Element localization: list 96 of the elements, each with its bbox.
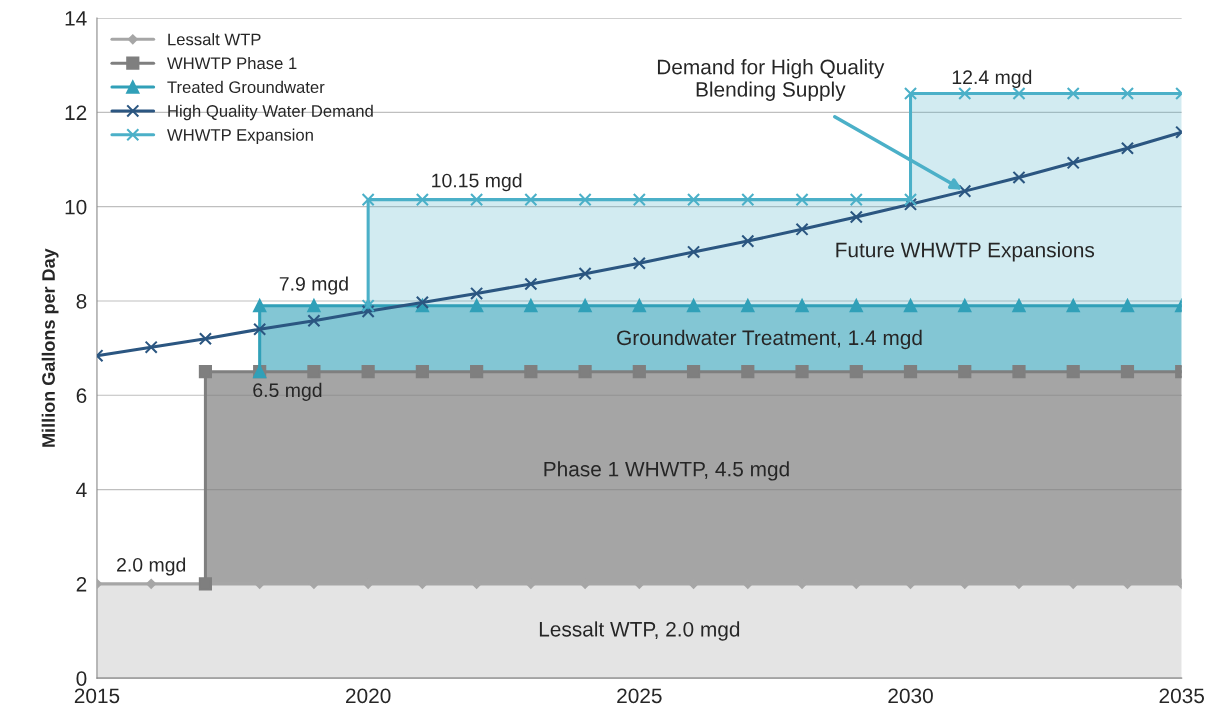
point [361, 365, 375, 379]
point [632, 193, 646, 207]
annotation: 7.9 mgd [279, 276, 348, 295]
point [524, 299, 538, 313]
legend-label: Lessalt WTP [168, 33, 261, 46]
x-tick-label: 2020 [346, 688, 391, 704]
annotation: Phase 1 WHWTP, 4.5 mgd [544, 461, 789, 481]
point [958, 184, 972, 198]
point [958, 365, 972, 379]
point [415, 193, 429, 207]
point [415, 295, 429, 309]
point [741, 234, 755, 248]
point [578, 365, 592, 379]
annotation: 10.15 mgd [432, 173, 522, 192]
point [146, 578, 157, 589]
y-tick-label: 8 [76, 293, 87, 309]
point [795, 222, 809, 236]
point [253, 322, 267, 336]
point [686, 299, 701, 313]
point [470, 365, 484, 379]
point [307, 299, 321, 313]
point [849, 193, 863, 207]
point [470, 193, 484, 207]
annotation: Demand for High Quality Blending Supply [657, 59, 885, 101]
point [849, 365, 863, 379]
point [632, 256, 646, 270]
y-tick-label: 2 [76, 576, 87, 592]
point [1120, 299, 1135, 313]
point [958, 86, 972, 101]
point [307, 365, 321, 379]
point [849, 299, 863, 313]
point [795, 365, 809, 379]
point [849, 210, 863, 224]
annotation: 2.0 mgd [117, 557, 186, 576]
point [741, 365, 755, 379]
point [524, 193, 538, 207]
point [795, 299, 809, 313]
x-tick-label: 2015 [74, 688, 120, 704]
point [1012, 170, 1026, 185]
point [1120, 141, 1135, 155]
point [903, 299, 918, 313]
point [361, 193, 375, 207]
point [1012, 365, 1026, 379]
point [1066, 365, 1080, 379]
point [903, 86, 918, 101]
point [307, 314, 321, 328]
x-tick-label: 2035 [1159, 688, 1204, 704]
point [903, 365, 918, 379]
annotation: 6.5 mgd [253, 382, 322, 401]
point [903, 193, 918, 207]
point [1012, 299, 1026, 313]
y-tick-label: 14 [65, 11, 87, 26]
y-tick-label: 0 [76, 671, 87, 686]
point [686, 245, 701, 259]
point [632, 299, 646, 313]
point [578, 299, 592, 313]
point [1066, 156, 1080, 170]
point [1066, 86, 1080, 101]
point [686, 365, 701, 379]
point [795, 193, 809, 207]
point [524, 365, 538, 379]
legend-label: Treated Groundwater [167, 80, 325, 94]
point [1120, 86, 1135, 101]
point [958, 299, 972, 313]
point [578, 193, 592, 207]
x-tick-label: 2030 [888, 688, 933, 704]
y-tick-label: 12 [65, 105, 87, 120]
y-tick-label: 10 [65, 199, 87, 215]
point [415, 365, 429, 379]
annotation: Groundwater Treatment, 1.4 mgd [617, 329, 922, 350]
point [361, 304, 375, 318]
y-tick-label: 6 [76, 388, 87, 404]
point [1120, 365, 1135, 379]
legend-label: WHWTP Phase 1 [167, 56, 297, 70]
point [1066, 299, 1080, 313]
annotation: 12.4 mgd [952, 69, 1032, 88]
point [524, 277, 538, 291]
point [741, 193, 755, 207]
y-tick-label: 4 [76, 482, 87, 498]
point [903, 197, 918, 211]
point [144, 340, 158, 354]
point [470, 299, 484, 313]
point [198, 332, 213, 346]
point [470, 286, 484, 301]
point [686, 193, 701, 207]
point [632, 365, 646, 379]
y-axis-title: Million Gallons per Day [41, 248, 59, 447]
annotation: Future WHWTP Expansions [836, 242, 1095, 262]
legend-label: WHWTP Expansion [167, 128, 313, 145]
annotation: Lessalt WTP, 2.0 mgd [539, 621, 740, 641]
x-tick-label: 2025 [617, 688, 662, 704]
point [741, 299, 755, 313]
point [198, 365, 213, 379]
point [253, 299, 267, 313]
legend-label: High Quality Water Demand [168, 104, 373, 121]
point [578, 267, 592, 281]
